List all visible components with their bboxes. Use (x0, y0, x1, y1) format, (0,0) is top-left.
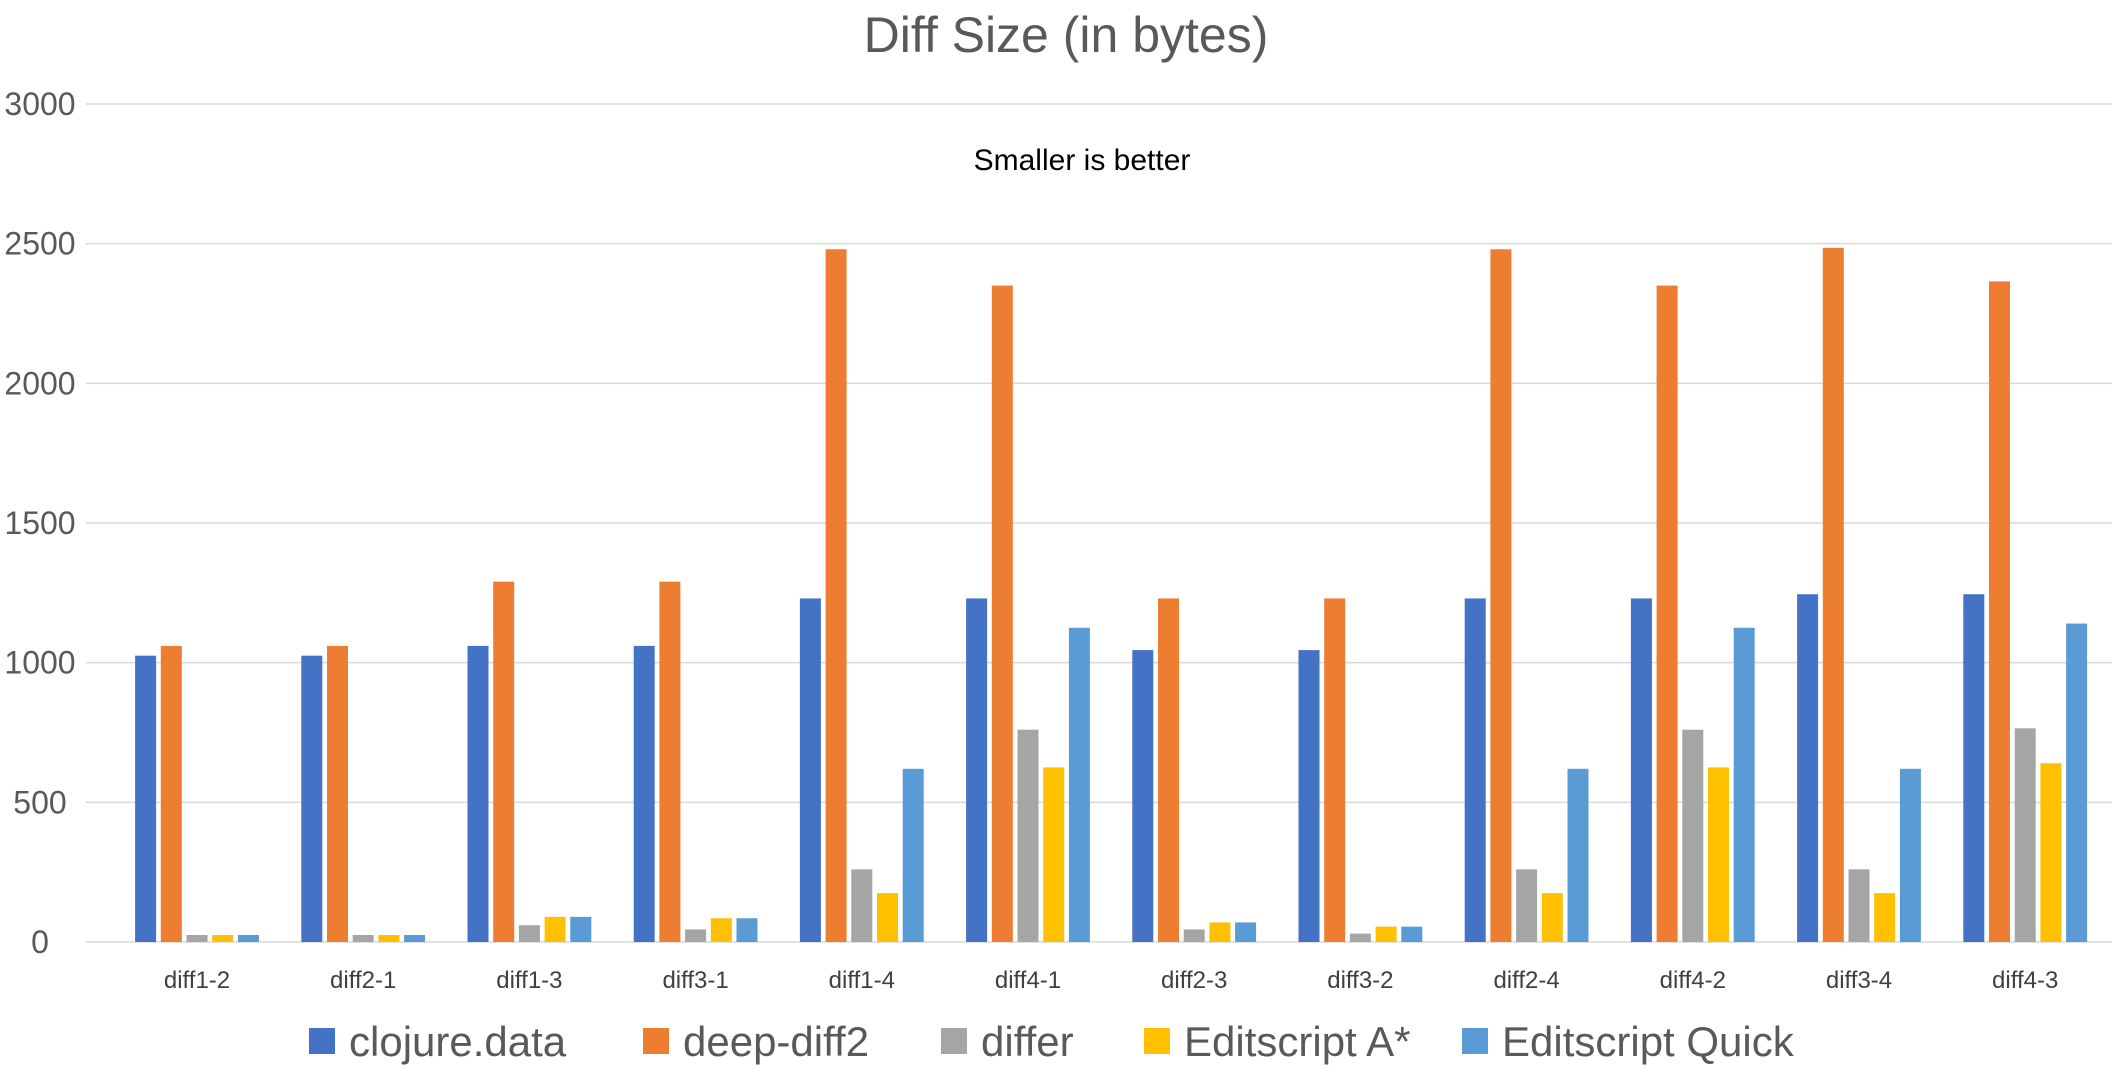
x-tick-label: diff4-3 (1992, 967, 2058, 994)
bar-clojure-data-diff1-2 (135, 655, 157, 942)
legend-swatch (941, 1028, 967, 1054)
bar-differ-diff4-3 (2014, 728, 2036, 942)
x-tick-label: diff4-2 (1660, 967, 1726, 994)
bar-differ-diff1-4 (851, 869, 873, 942)
bar-editscript-a-diff1-2 (212, 935, 234, 942)
bar-editscript-quick-diff3-1 (736, 918, 758, 942)
bar-editscript-a-diff1-4 (877, 893, 898, 942)
bar-clojure-data-diff2-3 (1132, 650, 1154, 942)
gridlines (86, 103, 2112, 943)
bar-editscript-a-diff2-4 (1541, 893, 1563, 942)
bar-differ-diff4-1 (1017, 729, 1039, 942)
legend-label: deep-diff2 (683, 1018, 869, 1065)
bar-deep-diff2-diff4-2 (1656, 285, 1678, 943)
x-tick-label: diff2-1 (330, 967, 396, 994)
bar-clojure-data-diff2-1 (301, 655, 323, 942)
bar-deep-diff2-diff4-3 (1989, 281, 2010, 942)
bar-editscript-quick-diff4-1 (1068, 627, 1090, 942)
legend-label: clojure.data (349, 1018, 567, 1065)
bar-editscript-quick-diff2-4 (1567, 768, 1589, 942)
legend: clojure.data deep-diff2 differ Editscript A… (309, 1018, 1795, 1065)
bar-editscript-quick-diff4-3 (2066, 623, 2088, 942)
y-tick-label: 1500 (4, 505, 75, 541)
bar-differ-diff3-1 (685, 929, 707, 942)
legend-label: Editscript A* (1184, 1018, 1410, 1065)
bar-deep-diff2-diff2-1 (327, 645, 348, 942)
bar-editscript-quick-diff1-2 (237, 935, 259, 942)
legend-swatch (309, 1028, 335, 1054)
bar-clojure-data-diff4-1 (966, 598, 988, 942)
bar-deep-diff2-diff4-1 (991, 285, 1013, 943)
bar-deep-diff2-diff1-4 (825, 249, 847, 943)
bar-differ-diff1-2 (186, 935, 208, 942)
y-tick-label: 2000 (4, 365, 75, 401)
bar-deep-diff2-diff3-2 (1324, 598, 1346, 942)
bar-editscript-quick-diff3-2 (1401, 926, 1423, 942)
legend-label: Editscript Quick (1502, 1018, 1795, 1065)
bar-editscript-a-diff3-4 (1874, 893, 1896, 942)
bar-differ-diff2-3 (1183, 929, 1205, 942)
bar-differ-diff2-1 (352, 935, 374, 942)
bar-clojure-data-diff2-4 (1464, 598, 1486, 942)
x-tick-label: diff2-4 (1493, 967, 1559, 994)
bar-deep-diff2-diff1-3 (493, 581, 515, 942)
bar-clojure-data-diff1-4 (799, 598, 821, 942)
bar-editscript-a-diff1-3 (544, 916, 566, 942)
chart-title: Diff Size (in bytes) (864, 7, 1269, 63)
bar-deep-diff2-diff3-4 (1822, 247, 1844, 942)
x-tick-label: diff1-3 (496, 967, 562, 994)
bar-editscript-a-diff4-2 (1708, 767, 1729, 942)
x-tick-label: diff2-3 (1161, 967, 1227, 994)
x-tick-label: diff1-4 (829, 967, 895, 994)
x-axis: diff1-2 diff2-1 diff1-3 diff3-1 diff1-4 diff4… (164, 967, 2058, 994)
y-tick-label: 500 (13, 784, 66, 820)
y-tick-label: 0 (31, 924, 49, 960)
y-axis: 0 500 1000 1500 2000 2500 3000 (4, 86, 75, 960)
bar-editscript-quick-diff2-1 (404, 935, 426, 942)
bar-editscript-a-diff2-1 (378, 935, 400, 942)
bar-editscript-a-diff3-2 (1375, 926, 1397, 942)
bar-differ-diff1-3 (518, 925, 540, 942)
bar-clojure-data-diff3-4 (1797, 594, 1819, 942)
legend-swatch (643, 1028, 669, 1054)
bars (135, 247, 2088, 943)
bar-clojure-data-diff3-1 (633, 645, 655, 942)
bar-differ-diff3-4 (1848, 869, 1870, 942)
x-tick-label: diff3-4 (1826, 967, 1892, 994)
bar-deep-diff2-diff2-4 (1490, 249, 1512, 943)
bar-editscript-a-diff3-1 (710, 918, 732, 942)
chart-annotation: Smaller is better (974, 144, 1191, 177)
bar-editscript-quick-diff1-4 (902, 768, 924, 942)
x-tick-label: diff4-1 (995, 967, 1061, 994)
bar-deep-diff2-diff1-2 (160, 645, 182, 942)
x-tick-label: diff3-1 (662, 967, 728, 994)
y-tick-label: 2500 (4, 226, 75, 262)
bar-editscript-a-diff4-3 (2040, 763, 2062, 942)
y-tick-label: 1000 (4, 645, 75, 681)
bar-clojure-data-diff3-2 (1298, 650, 1320, 942)
bar-differ-diff4-2 (1682, 729, 1704, 942)
bar-clojure-data-diff4-3 (1963, 594, 1985, 942)
x-tick-label: diff3-2 (1327, 967, 1393, 994)
y-tick-label: 3000 (4, 86, 75, 122)
legend-swatch (1462, 1028, 1488, 1054)
bar-editscript-a-diff2-3 (1209, 922, 1231, 942)
bar-deep-diff2-diff2-3 (1158, 598, 1179, 942)
legend-swatch (1144, 1028, 1170, 1054)
bar-differ-diff2-4 (1516, 869, 1538, 942)
bar-editscript-quick-diff4-2 (1733, 627, 1755, 942)
bar-differ-diff3-2 (1349, 933, 1371, 942)
x-tick-label: diff1-2 (164, 967, 230, 994)
bar-editscript-quick-diff1-3 (570, 916, 592, 942)
legend-label: differ (981, 1018, 1074, 1065)
bar-editscript-a-diff4-1 (1043, 767, 1065, 942)
bar-editscript-quick-diff3-4 (1899, 768, 1921, 942)
bar-clojure-data-diff4-2 (1630, 598, 1652, 942)
bar-deep-diff2-diff3-1 (659, 581, 681, 942)
bar-clojure-data-diff1-3 (467, 645, 489, 942)
bar-editscript-quick-diff2-3 (1235, 922, 1257, 942)
